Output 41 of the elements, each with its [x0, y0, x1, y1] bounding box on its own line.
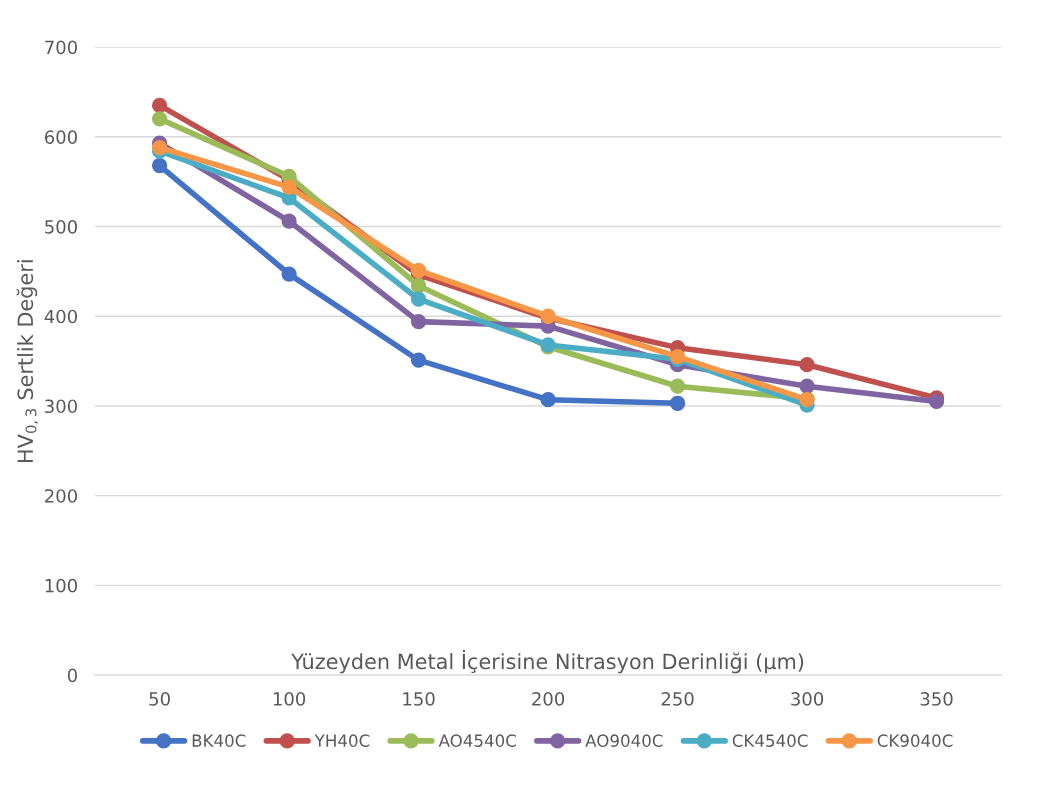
point — [281, 266, 297, 282]
point — [669, 395, 686, 411]
point — [410, 313, 427, 330]
point — [410, 291, 427, 307]
legend-label: AO9040C — [585, 734, 663, 747]
point — [669, 378, 686, 394]
y-tick-label: 400 — [44, 309, 77, 324]
x-tick-label: 200 — [532, 692, 565, 706]
legend-label: CK9040C — [877, 734, 953, 747]
y-tick-label: 500 — [45, 219, 77, 234]
point — [151, 111, 168, 127]
point — [799, 378, 815, 394]
legend-label: YH40C — [314, 734, 370, 747]
x-tick-label: 350 — [920, 692, 953, 706]
x-tick-label: 300 — [791, 692, 824, 706]
point — [410, 352, 427, 368]
point — [410, 278, 427, 294]
y-axis-title: HV$_{0,3}$ Sertlik Değeri — [16, 260, 38, 462]
x-tick-label: 100 — [273, 692, 306, 706]
y-tick-label: 100 — [45, 578, 77, 593]
y-tick-label: 200 — [45, 489, 77, 503]
x-axis-title: Yüzeyden Metal İçerisine Nitrasyon Derinliği (μm) — [291, 649, 804, 674]
y-tick-label: 0 — [67, 668, 77, 683]
point — [281, 213, 297, 229]
point — [281, 179, 297, 195]
point — [540, 392, 556, 408]
point — [151, 97, 168, 114]
y-tick-label: 600 — [44, 130, 77, 144]
point — [928, 393, 945, 410]
point — [410, 262, 427, 279]
y-tick-label: 700 — [45, 40, 77, 55]
x-tick-label: 150 — [403, 692, 435, 706]
point — [151, 139, 168, 156]
point — [799, 357, 815, 373]
legend-label: AO4540C — [438, 734, 516, 747]
x-tick-label: 50 — [149, 692, 170, 706]
point — [151, 157, 168, 174]
y-tick-label: 300 — [45, 399, 77, 414]
x-tick-label: 250 — [661, 692, 694, 706]
legend-label: CK4540C — [732, 734, 808, 747]
legend-label: BK40C — [192, 734, 246, 747]
